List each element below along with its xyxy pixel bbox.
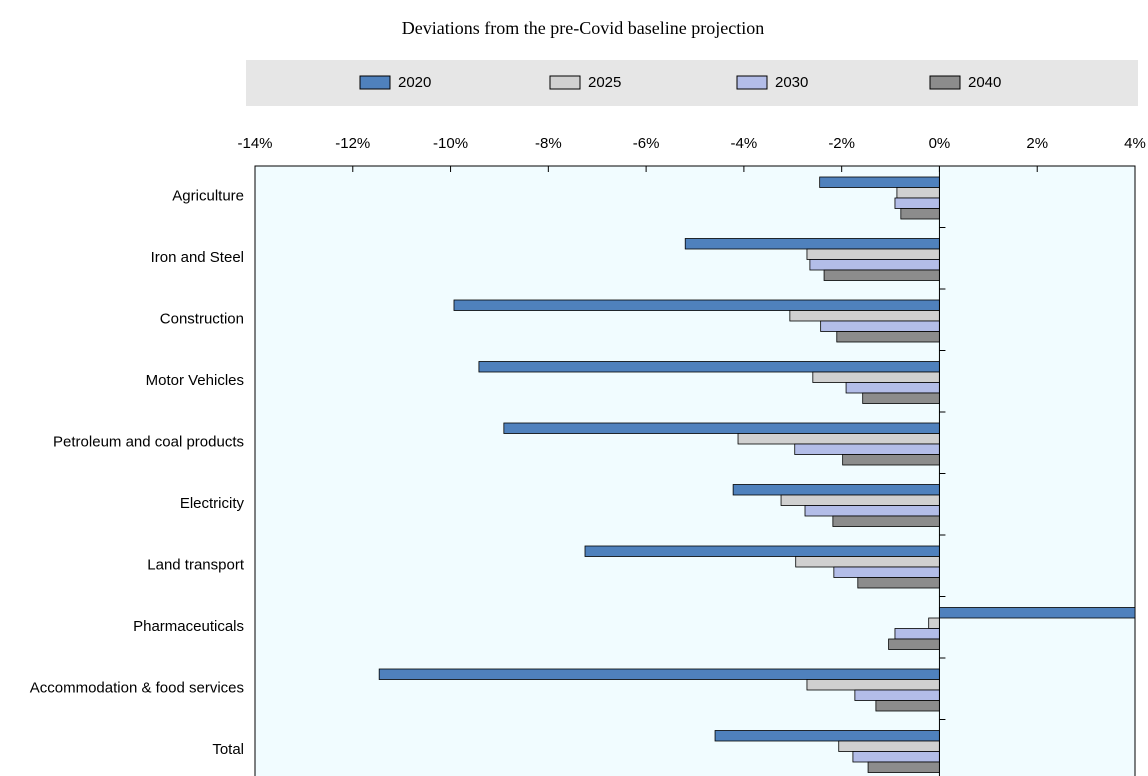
bar <box>584 545 940 557</box>
y-tick-label: Pharmaceuticals <box>133 618 244 635</box>
bar <box>939 607 1136 619</box>
x-tick-label: -12% <box>335 135 370 152</box>
bar <box>845 382 940 394</box>
bar <box>714 730 940 742</box>
bar <box>789 310 940 322</box>
bar <box>838 740 940 752</box>
y-tick-label: Total <box>212 741 244 758</box>
bar <box>852 751 940 763</box>
bar <box>928 617 940 629</box>
bar <box>832 515 940 527</box>
bar <box>804 505 940 517</box>
bar <box>857 577 940 589</box>
bar <box>894 628 940 640</box>
bar <box>737 433 940 445</box>
bar <box>780 494 940 506</box>
bar <box>795 556 940 568</box>
legend-swatch <box>736 75 768 90</box>
bar <box>819 176 940 188</box>
legend-label: 2020 <box>398 74 431 91</box>
bar <box>453 299 940 311</box>
bar <box>854 689 940 701</box>
bar <box>900 208 940 220</box>
bar <box>867 761 940 773</box>
bar <box>823 269 940 281</box>
bar <box>503 422 940 434</box>
bar <box>684 238 940 250</box>
bar <box>836 331 940 343</box>
bar <box>894 197 940 209</box>
x-tick-label: 0% <box>929 135 951 152</box>
legend-swatch <box>359 75 391 90</box>
legend-swatch <box>549 75 581 90</box>
x-tick-label: -8% <box>535 135 562 152</box>
x-tick-label: 4% <box>1124 135 1146 152</box>
x-tick-label: -10% <box>433 135 468 152</box>
legend-background <box>246 60 1138 106</box>
bar <box>888 638 940 650</box>
legend-label: 2040 <box>968 74 1001 91</box>
x-tick-label: -14% <box>237 135 272 152</box>
bar <box>875 700 940 712</box>
bar <box>378 668 940 680</box>
y-tick-label: Land transport <box>147 557 245 574</box>
bar <box>842 454 940 466</box>
bar <box>896 187 940 199</box>
bar <box>794 443 940 455</box>
y-tick-label: Iron and Steel <box>151 249 244 266</box>
y-tick-label: Electricity <box>180 495 245 512</box>
x-tick-label: 2% <box>1026 135 1048 152</box>
bar <box>833 566 940 578</box>
y-tick-label: Agriculture <box>172 188 244 205</box>
legend-label: 2025 <box>588 74 621 91</box>
bar <box>862 392 940 404</box>
y-tick-label: Petroleum and coal products <box>53 434 244 451</box>
x-tick-label: -6% <box>633 135 660 152</box>
bar <box>806 248 940 260</box>
bar <box>812 371 940 383</box>
bar <box>478 361 940 373</box>
y-tick-label: Motor Vehicles <box>146 372 244 389</box>
bar <box>809 259 940 271</box>
bar <box>806 679 940 691</box>
x-tick-label: -2% <box>828 135 855 152</box>
legend-swatch <box>929 75 961 90</box>
y-tick-label: Accommodation & food services <box>30 680 244 697</box>
x-tick-label: -4% <box>731 135 758 152</box>
plot-area <box>254 165 1136 776</box>
y-tick-label: Construction <box>160 311 244 328</box>
legend-label: 2030 <box>775 74 808 91</box>
chart-title: Deviations from the pre-Covid baseline p… <box>402 18 764 38</box>
bar <box>820 320 940 332</box>
bar <box>732 484 940 496</box>
